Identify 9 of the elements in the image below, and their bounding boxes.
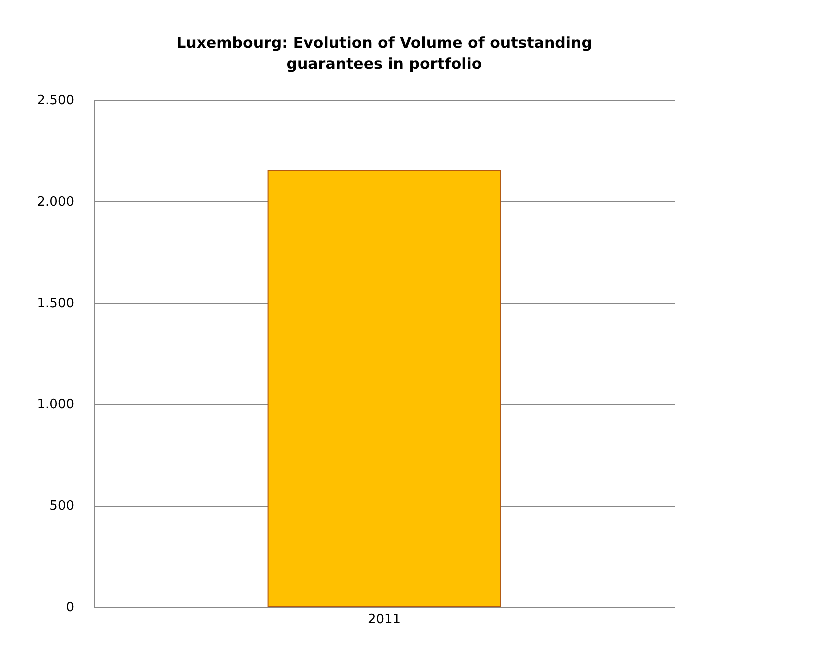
text: Luxembourg: Evolution of Volume of outstanding bbox=[176, 34, 592, 52]
text: guarantees in portfolio bbox=[286, 55, 482, 73]
y-tick-label: 2.500 bbox=[37, 94, 74, 108]
y-tick-label: 2.000 bbox=[37, 194, 74, 210]
x-tick-label: 2011 bbox=[368, 612, 402, 628]
y-tick-label: 1.000 bbox=[37, 398, 74, 413]
y-tick-label: 500 bbox=[50, 499, 74, 514]
y-tick-label: 0 bbox=[66, 600, 74, 616]
y-tick-label: 1.500 bbox=[37, 296, 74, 312]
